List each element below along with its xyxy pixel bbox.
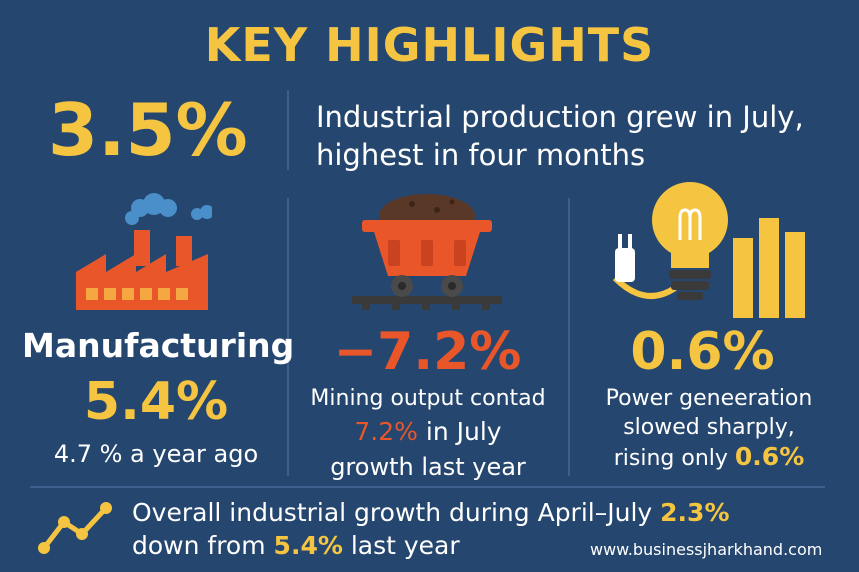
- mining-line-2-value: 7.2%: [354, 417, 418, 446]
- factory-icon: [76, 193, 212, 310]
- mining-line-1: Mining output contad: [310, 386, 546, 411]
- footer-line-1-value: 2.3%: [660, 498, 730, 527]
- mine-cart-icon: [352, 194, 502, 310]
- manufacturing-prior: 4.7 % a year ago: [53, 440, 259, 468]
- footer-line-2: down from 5.4% last year: [132, 529, 730, 562]
- footer-text: Overall industrial growth during April–J…: [132, 496, 730, 562]
- page-title: KEY HIGHLIGHTS: [204, 18, 655, 72]
- divider-horizontal: [30, 486, 825, 488]
- divider-vertical-right: [568, 198, 570, 476]
- mining-line-2: 7.2% in July: [296, 414, 560, 450]
- divider-vertical-top: [287, 90, 289, 170]
- power-line-1: Power geneeration: [605, 386, 813, 411]
- power-line-3-text: rising only: [613, 446, 728, 471]
- power-line-2: slowed sharply,: [623, 415, 795, 440]
- divider-vertical-left: [287, 198, 289, 476]
- footer-line-2-text: down from: [132, 531, 266, 560]
- manufacturing-value: 5.4%: [83, 372, 229, 432]
- mining-line-3: growth last year: [330, 453, 526, 481]
- headline-line-2: highest in four months: [316, 138, 646, 172]
- footer-line-1: Overall industrial growth during April–J…: [132, 496, 730, 529]
- mining-text: Mining output contad 7.2% in July growth…: [296, 384, 560, 484]
- source-url: www.businessjharkhand.com: [590, 540, 823, 559]
- headline-stat: 3.5%: [48, 88, 248, 172]
- footer-line-2-tail: last year: [350, 531, 460, 560]
- mining-line-2-text: in July: [425, 417, 502, 446]
- footer-line-1-text: Overall industrial growth during April–J…: [132, 498, 653, 527]
- power-text: Power geneeration slowed sharply, rising…: [574, 384, 844, 473]
- footer-line-2-value: 5.4%: [273, 531, 343, 560]
- headline-text: Industrial production grew in July, high…: [316, 98, 836, 174]
- mining-value: −7.2%: [333, 322, 522, 382]
- power-line-3: rising only 0.6%: [574, 442, 844, 473]
- trend-line-icon: [38, 502, 112, 554]
- power-line-3-value: 0.6%: [734, 442, 805, 471]
- headline-line-1: Industrial production grew in July,: [316, 100, 804, 134]
- lightbulb-plug-bars-icon: [612, 182, 805, 318]
- manufacturing-label: Manufacturing: [22, 326, 295, 365]
- power-value: 0.6%: [630, 322, 775, 382]
